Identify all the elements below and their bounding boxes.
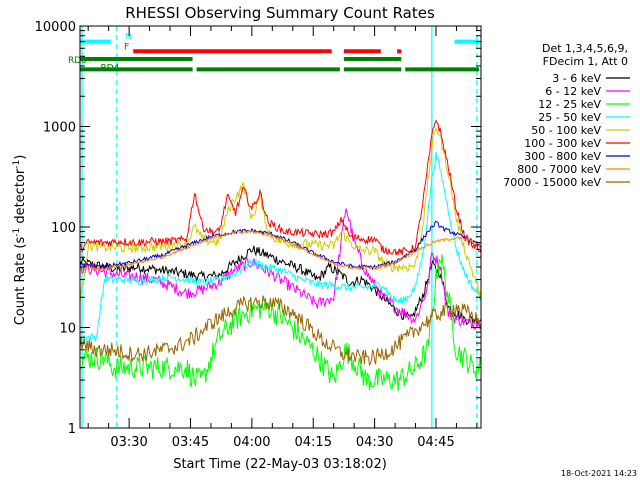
- y-tick-label: 100: [51, 221, 76, 236]
- x-tick-label: 04:30: [356, 435, 393, 450]
- legend-label: 12 - 25 keV: [538, 98, 601, 111]
- y-axis-label: Count Rate (s-1 detector-1): [12, 155, 28, 326]
- legend-label: 6 - 12 keV: [545, 85, 601, 98]
- legend-label: 25 - 50 keV: [538, 111, 601, 124]
- state-bar-label: RD0: [68, 56, 87, 66]
- x-tick-label: 03:30: [110, 435, 147, 450]
- y-tick-label: 1000: [43, 121, 76, 136]
- legend-label: 50 - 100 keV: [531, 124, 601, 137]
- legend-label: 300 - 800 keV: [524, 150, 601, 163]
- series-line-6: [79, 220, 482, 271]
- y-tick-label: 10: [59, 322, 76, 337]
- legend-label: 7000 - 15000 keV: [503, 176, 601, 189]
- legend-label: 100 - 300 keV: [524, 137, 601, 150]
- state-bar-label: N: [125, 33, 132, 43]
- series-line-2: [79, 254, 482, 391]
- legend-header-line-2: FDecim 1, Att 0: [543, 55, 628, 68]
- timestamp: 18-Oct-2021 14:23: [561, 469, 637, 478]
- series-line-1: [79, 208, 482, 330]
- legend: Det 1,3,4,5,6,9, FDecim 1, Att 0 3 - 6 k…: [503, 42, 630, 189]
- legend-header-line-1: Det 1,3,4,5,6,9,: [542, 42, 628, 55]
- y-tick-label: 1: [68, 422, 76, 437]
- x-tick-label: 04:00: [233, 435, 270, 450]
- x-tick-label: 04:15: [295, 435, 332, 450]
- chart-title: RHESSI Observing Summary Count Rates: [125, 4, 435, 22]
- state-bar-label: F: [124, 42, 129, 52]
- x-tick-label: 04:45: [417, 435, 454, 450]
- series-line-8: [79, 295, 482, 367]
- legend-label: 3 - 6 keV: [552, 72, 601, 85]
- series-line-5: [79, 119, 482, 256]
- x-tick-label: 03:45: [172, 435, 209, 450]
- x-axis-label: Start Time (22-May-03 03:18:02): [173, 457, 387, 472]
- y-tick-label: 10000: [35, 20, 76, 35]
- series-line-4: [79, 127, 482, 303]
- state-bar-label: RD4: [100, 63, 119, 73]
- series-line-0: [79, 245, 482, 327]
- legend-label: 800 - 7000 keV: [517, 163, 601, 176]
- series-line-7: [79, 229, 482, 272]
- series-line-3: [79, 151, 482, 342]
